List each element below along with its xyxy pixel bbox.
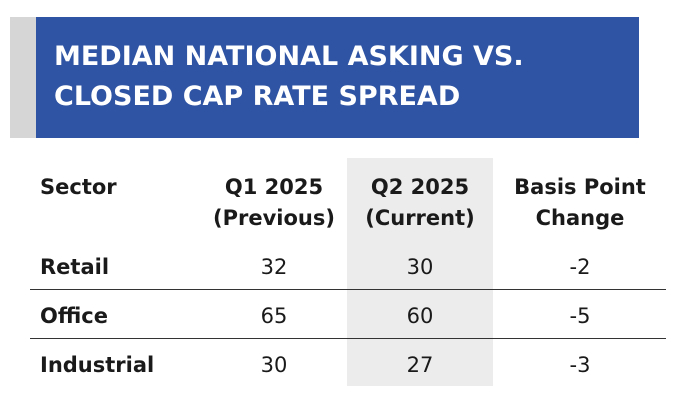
title-line-1: MEDIAN NATIONAL ASKING VS.	[54, 41, 524, 72]
title-line-2: CLOSED CAP RATE SPREAD	[54, 81, 461, 112]
row-divider	[30, 338, 666, 339]
table-row: Industrial 30 27 -3	[30, 341, 665, 389]
header-current-line-2: (Current)	[365, 206, 475, 230]
current-value-cell: 30	[406, 255, 434, 279]
sector-cell: Retail	[40, 255, 110, 279]
current-value-cell: 60	[406, 304, 434, 328]
header-previous-line-1: Q1 2025	[224, 175, 324, 199]
table-row: Office 65 60 -5	[30, 292, 665, 340]
header-previous: Q1 2025 (Previous)	[200, 172, 348, 234]
change-value-cell: -5	[569, 304, 591, 328]
current-value-cell: 27	[406, 353, 434, 377]
header-current: Q2 2025 (Current)	[347, 172, 493, 234]
title-banner: MEDIAN NATIONAL ASKING VS. CLOSED CAP RA…	[36, 17, 639, 138]
change-value-cell: -3	[569, 353, 591, 377]
header-sector-label: Sector	[40, 175, 117, 199]
row-divider	[30, 289, 666, 290]
header-basis-point-change: Basis Point Change	[500, 172, 660, 234]
sector-cell: Office	[40, 304, 108, 328]
table-row: Retail 32 30 -2	[30, 243, 665, 291]
page-title: MEDIAN NATIONAL ASKING VS. CLOSED CAP RA…	[54, 37, 614, 117]
previous-value-cell: 30	[260, 353, 288, 377]
banner-side-accent	[10, 17, 40, 138]
change-value-cell: -2	[569, 255, 591, 279]
previous-value-cell: 32	[260, 255, 288, 279]
header-sector: Sector	[40, 172, 117, 203]
current-column-highlight	[347, 158, 493, 386]
sector-cell: Industrial	[40, 353, 155, 377]
previous-value-cell: 65	[260, 304, 288, 328]
header-current-line-1: Q2 2025	[370, 175, 470, 199]
header-previous-line-2: (Previous)	[213, 206, 335, 230]
header-change-line-1: Basis Point	[514, 175, 646, 199]
header-change-line-2: Change	[535, 206, 625, 230]
